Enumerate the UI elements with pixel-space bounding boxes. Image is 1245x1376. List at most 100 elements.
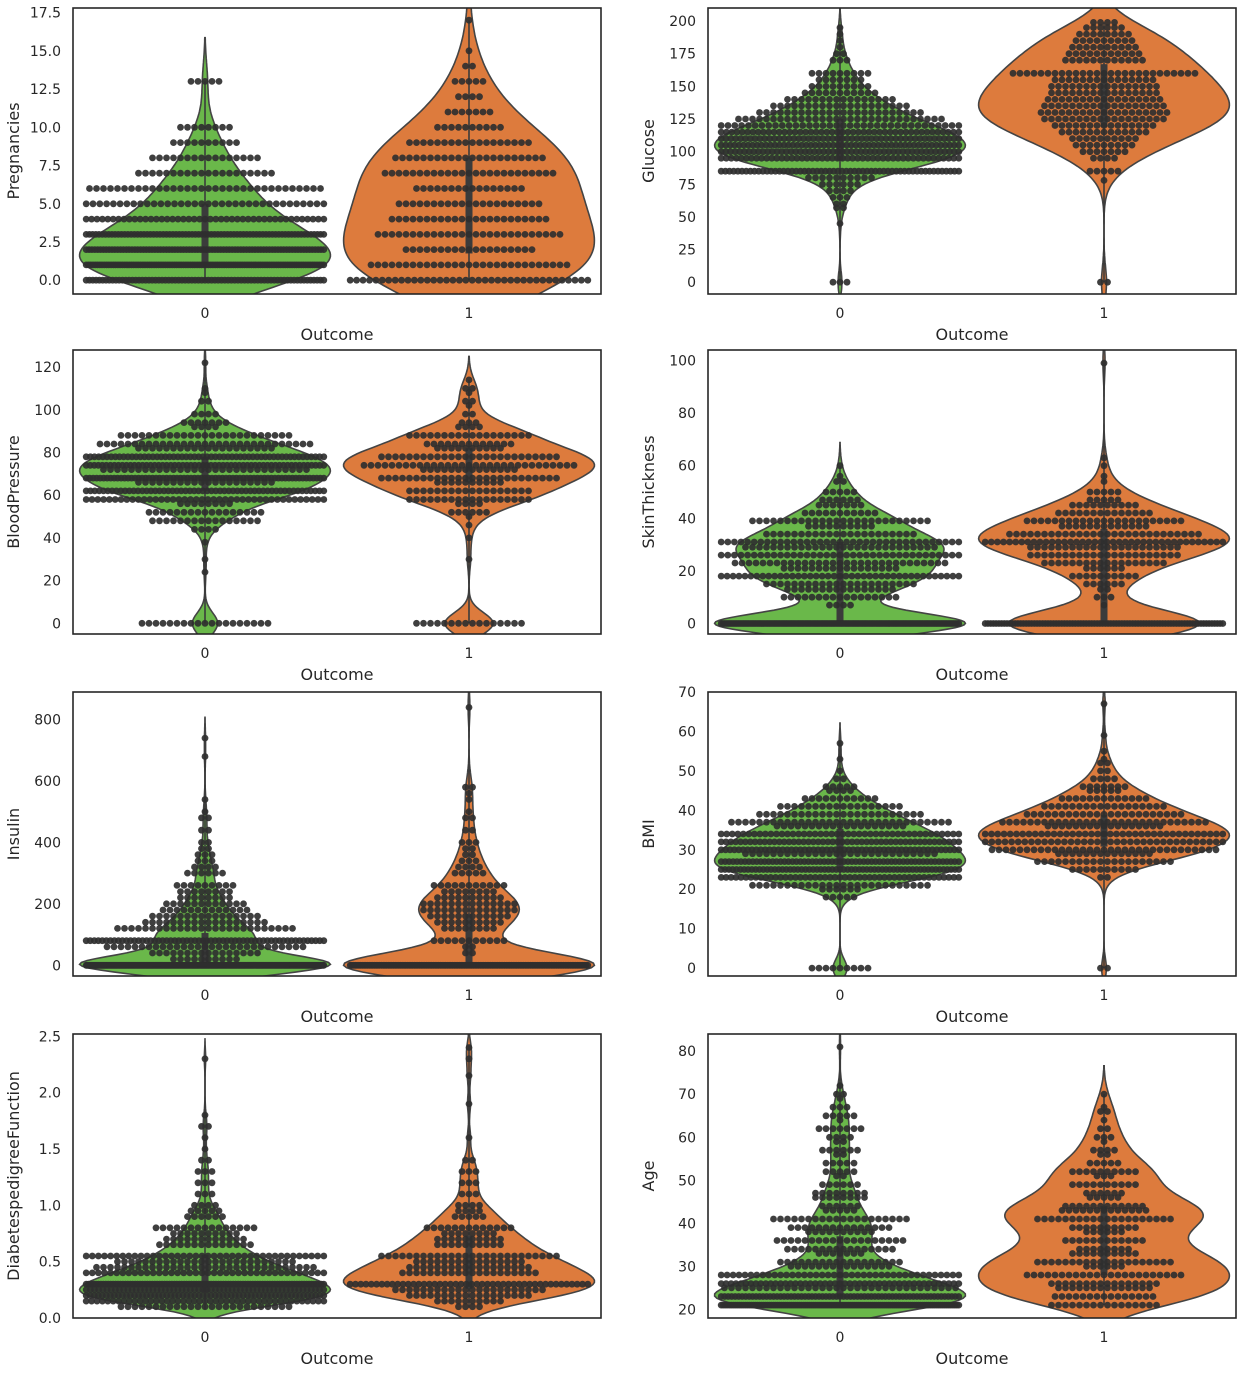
- swarm-point: [889, 96, 896, 103]
- swarm-point: [469, 487, 476, 495]
- swarm-point: [836, 76, 844, 84]
- swarm-point: [1065, 96, 1073, 103]
- swarm-point: [1163, 846, 1171, 854]
- swarm-point: [1167, 551, 1174, 559]
- swarm-point: [448, 487, 455, 495]
- swarm-point: [124, 432, 132, 439]
- swarm-point: [854, 585, 861, 593]
- swarm-point: [198, 123, 205, 131]
- swarm-point: [1213, 538, 1221, 546]
- swarm-point: [497, 185, 504, 192]
- swarm-point: [444, 231, 452, 238]
- swarm-point: [1114, 96, 1122, 103]
- swarm-point: [1118, 24, 1125, 31]
- swarm-point: [511, 432, 518, 439]
- swarm-point: [469, 423, 476, 431]
- swarm-point: [423, 261, 431, 269]
- swarm-point: [801, 593, 809, 601]
- swarm-point: [805, 850, 812, 858]
- swarm-point: [310, 185, 317, 192]
- swarm-point: [854, 109, 861, 116]
- swarm-point: [149, 517, 156, 525]
- swarm-point: [778, 154, 786, 162]
- swarm-point: [857, 564, 865, 572]
- swarm-point: [1118, 858, 1125, 865]
- y-axis-label: BloodPressure: [4, 435, 23, 548]
- swarm-point: [285, 943, 293, 951]
- swarm-point: [395, 169, 403, 177]
- swarm-point: [819, 585, 826, 593]
- swarm-point: [759, 559, 767, 567]
- swarm-point: [1062, 509, 1069, 517]
- swarm-point: [1076, 572, 1083, 580]
- x-axis-label: Outcome: [300, 665, 373, 684]
- swarm-point: [818, 128, 825, 136]
- swarm-point: [233, 1230, 240, 1237]
- swarm-point: [1097, 30, 1104, 38]
- swarm-point: [395, 215, 403, 223]
- swarm-point: [441, 185, 448, 192]
- swarm-point: [798, 803, 805, 810]
- swarm-point: [843, 964, 851, 972]
- swarm-point: [868, 174, 875, 182]
- swarm-point: [261, 918, 268, 926]
- swarm-point: [170, 925, 177, 932]
- swarm-point: [1006, 530, 1013, 538]
- swarm-point: [939, 128, 947, 136]
- swarm-point: [233, 1258, 240, 1266]
- swarm-point: [163, 925, 170, 932]
- swarm-point: [871, 89, 879, 97]
- swarm-point: [1034, 858, 1041, 865]
- swarm-point: [1104, 551, 1111, 559]
- swarm-point: [826, 885, 833, 893]
- swarm-point: [191, 894, 198, 902]
- swarm-point: [864, 509, 872, 517]
- plot-area: [78, 692, 596, 976]
- swarm-point: [309, 215, 317, 223]
- swarm-point: [462, 783, 469, 791]
- swarm-point: [399, 453, 406, 461]
- swarm-point: [219, 949, 226, 957]
- swarm-point: [427, 154, 434, 162]
- swarm-point: [833, 803, 840, 810]
- swarm-point: [455, 453, 462, 461]
- swarm-point: [462, 453, 469, 461]
- swarm-point: [155, 1269, 163, 1277]
- swarm-point: [920, 874, 928, 881]
- swarm-point: [1051, 109, 1059, 116]
- swarm-point: [854, 850, 861, 858]
- swarm-point: [253, 1252, 261, 1260]
- swarm-point: [829, 509, 837, 517]
- swarm-point: [842, 572, 850, 580]
- x-axis-label: Outcome: [300, 325, 373, 344]
- swarm-point: [100, 496, 107, 503]
- swarm-point: [1079, 141, 1087, 149]
- swarm-point: [198, 1235, 205, 1243]
- swarm-point: [444, 246, 452, 254]
- swarm-point: [465, 869, 473, 877]
- swarm-point: [219, 466, 226, 473]
- swarm-point: [177, 888, 184, 895]
- swarm-point: [1065, 128, 1073, 136]
- swarm-point: [518, 154, 525, 162]
- swarm-point: [1083, 83, 1090, 90]
- swarm-point: [1055, 543, 1062, 551]
- swarm-point: [1163, 810, 1171, 818]
- swarm-point: [455, 185, 462, 192]
- swarm-point: [819, 174, 826, 182]
- swarm-point: [840, 122, 847, 129]
- swarm-point: [1156, 96, 1164, 103]
- swarm-point: [717, 122, 725, 129]
- swarm-point: [903, 850, 910, 858]
- swarm-point: [240, 1263, 247, 1271]
- swarm-point: [455, 479, 462, 486]
- swarm-point: [462, 894, 469, 902]
- swarm-point: [1219, 838, 1227, 846]
- swarm-point: [836, 767, 844, 775]
- swarm-point: [1072, 128, 1080, 136]
- swarm-point: [226, 1258, 233, 1266]
- swarm-point: [1118, 115, 1125, 123]
- swarm-point: [1037, 109, 1045, 116]
- swarm-point: [177, 1241, 184, 1249]
